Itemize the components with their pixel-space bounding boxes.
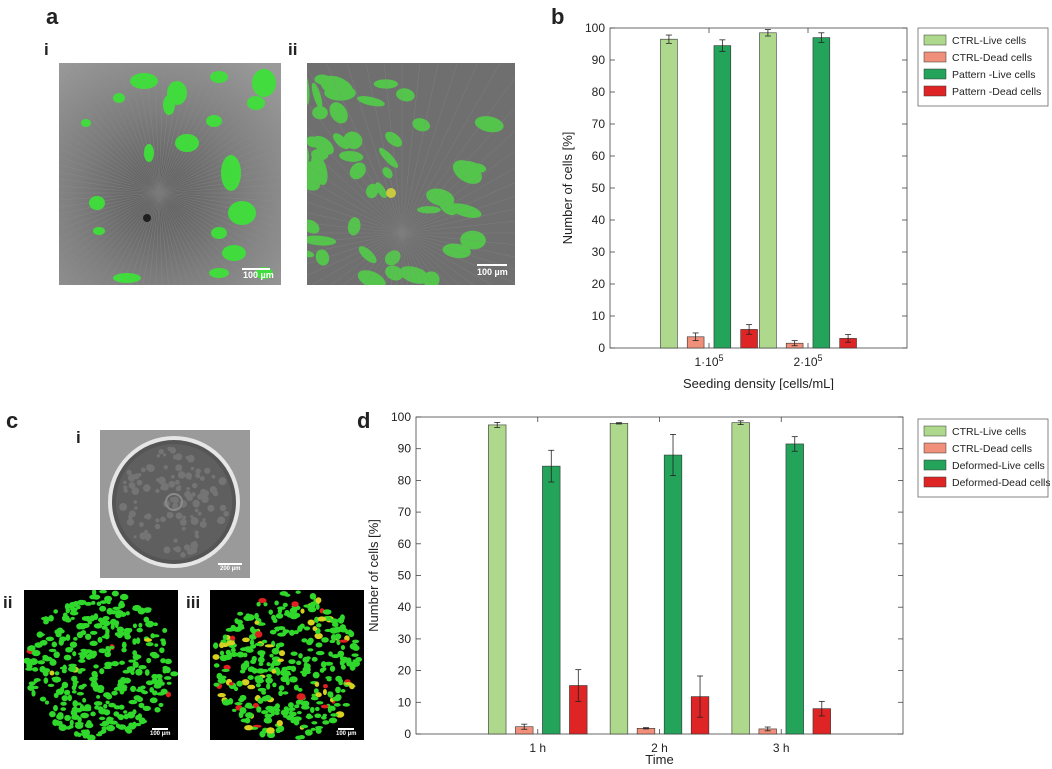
y-tick-label: 30 bbox=[592, 245, 606, 259]
micrograph-c-ii-image bbox=[24, 590, 178, 740]
bar bbox=[488, 424, 507, 735]
legend-swatch bbox=[923, 51, 947, 63]
scale-label-c-i: 200 µm bbox=[220, 566, 241, 572]
legend-swatch bbox=[923, 459, 947, 471]
scale-label-c-iii: 100 µm bbox=[336, 731, 357, 737]
micrograph-a-ii: 100 µm bbox=[307, 63, 515, 285]
legend-label: Deformed-Dead cells bbox=[952, 477, 1050, 489]
bar bbox=[542, 465, 561, 735]
x-tick-label: 2 h bbox=[651, 741, 668, 755]
y-tick-label: 50 bbox=[592, 181, 606, 195]
x-tick-label: 1 h bbox=[529, 741, 546, 755]
y-tick-label: 90 bbox=[398, 442, 412, 456]
panel-a-ii-label: ii bbox=[288, 40, 298, 59]
y-tick-label: 20 bbox=[592, 277, 606, 291]
scale-label-c-ii: 100 µm bbox=[150, 731, 171, 737]
legend-swatch bbox=[923, 425, 947, 437]
panel-c-iii-label: iii bbox=[186, 593, 201, 612]
x-axis-label: Time bbox=[645, 752, 673, 767]
micrograph-a-i: 100 µm bbox=[59, 63, 281, 285]
bar bbox=[785, 443, 804, 735]
panel-letter-b: b bbox=[551, 4, 565, 29]
micrograph-a-ii-image bbox=[307, 63, 515, 285]
scale-bar-a-i bbox=[242, 268, 270, 270]
scale-label-a-i: 100 µm bbox=[243, 270, 274, 280]
legend-label: Pattern -Live cells bbox=[952, 69, 1035, 81]
scale-bar-c-i bbox=[218, 563, 242, 565]
y-tick-label: 90 bbox=[592, 53, 606, 67]
legend-swatch bbox=[923, 476, 947, 488]
micrograph-a-i-image bbox=[59, 63, 281, 285]
y-tick-label: 80 bbox=[398, 473, 412, 487]
legend-swatch bbox=[923, 85, 947, 97]
legend-swatch bbox=[923, 68, 947, 80]
y-tick-label: 30 bbox=[398, 632, 412, 646]
panel-letter-c: c bbox=[6, 408, 19, 433]
x-tick-label: 1·105 bbox=[694, 353, 723, 369]
bar bbox=[663, 454, 683, 735]
y-tick-label: 10 bbox=[592, 309, 606, 323]
y-tick-label: 40 bbox=[592, 213, 606, 227]
x-tick-label: 2·105 bbox=[793, 353, 822, 369]
y-tick-label: 0 bbox=[404, 727, 411, 741]
y-tick-label: 70 bbox=[398, 505, 412, 519]
y-tick-label: 0 bbox=[598, 341, 605, 355]
scale-bar-a-ii bbox=[477, 264, 507, 266]
y-tick-label: 10 bbox=[398, 695, 412, 709]
bar bbox=[731, 422, 750, 735]
panel-c-i-label: i bbox=[76, 428, 81, 447]
y-axis-label: Number of cells [%] bbox=[366, 519, 381, 632]
legend-swatch bbox=[923, 34, 947, 46]
legend-label: CTRL-Live cells bbox=[952, 426, 1026, 438]
scale-bar-c-ii bbox=[152, 728, 168, 730]
micrograph-c-iii: 100 µm bbox=[210, 590, 364, 740]
y-tick-label: 100 bbox=[391, 412, 411, 424]
y-tick-label: 20 bbox=[398, 664, 412, 678]
panel-letter-d: d bbox=[357, 408, 371, 433]
legend-label: CTRL-Dead cells bbox=[952, 52, 1032, 64]
scale-label-a-ii: 100 µm bbox=[477, 267, 508, 277]
bar bbox=[609, 423, 629, 735]
bar bbox=[812, 37, 831, 349]
y-tick-label: 100 bbox=[585, 21, 605, 35]
legend-label: Deformed-Live cells bbox=[952, 460, 1045, 472]
y-tick-label: 60 bbox=[592, 149, 606, 163]
panel-a-i-label: i bbox=[44, 40, 49, 59]
y-tick-label: 70 bbox=[592, 117, 606, 131]
x-axis-label: Seeding density [cells/mL] bbox=[683, 376, 834, 390]
plot-area-frame bbox=[609, 27, 908, 349]
x-tick-label: 3 h bbox=[773, 741, 790, 755]
micrograph-c-ii: 100 µm bbox=[24, 590, 178, 740]
bar-chart-time: 0 10 20 30 40 50 60 70 80 90 100 Number of cells [%… bbox=[366, 412, 1050, 767]
micrograph-c-i-image bbox=[100, 430, 250, 578]
panel-c-ii-label: ii bbox=[3, 593, 13, 612]
micrograph-c-i: 200 µm bbox=[100, 430, 250, 578]
legend-label: CTRL-Dead cells bbox=[952, 443, 1032, 455]
bar bbox=[660, 38, 678, 349]
y-tick-label: 80 bbox=[592, 85, 606, 99]
y-axis-label: Number of cells [%] bbox=[560, 132, 575, 245]
bar bbox=[713, 45, 732, 349]
legend-label: Pattern -Dead cells bbox=[952, 86, 1041, 98]
panel-letter-a: a bbox=[46, 4, 59, 29]
y-tick-label: 60 bbox=[398, 537, 412, 551]
bar bbox=[759, 32, 777, 349]
legend-swatch bbox=[923, 442, 947, 454]
y-tick-label: 40 bbox=[398, 600, 412, 614]
micrograph-c-iii-image bbox=[210, 590, 364, 740]
legend-label: CTRL-Live cells bbox=[952, 35, 1026, 47]
bar-chart-seeding-density: 0 10 20 30 40 50 60 70 80 90 100 Number of cells [%… bbox=[560, 21, 1049, 390]
scale-bar-c-iii bbox=[338, 728, 354, 730]
y-tick-label: 50 bbox=[398, 569, 412, 583]
